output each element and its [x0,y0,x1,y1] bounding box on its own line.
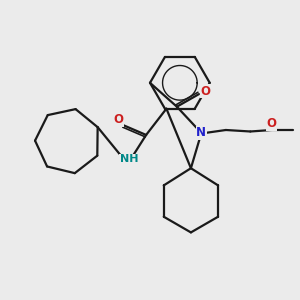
Text: O: O [267,117,277,130]
Text: NH: NH [120,154,138,164]
Text: O: O [200,85,211,98]
Text: N: N [196,127,206,140]
Text: O: O [113,113,123,126]
